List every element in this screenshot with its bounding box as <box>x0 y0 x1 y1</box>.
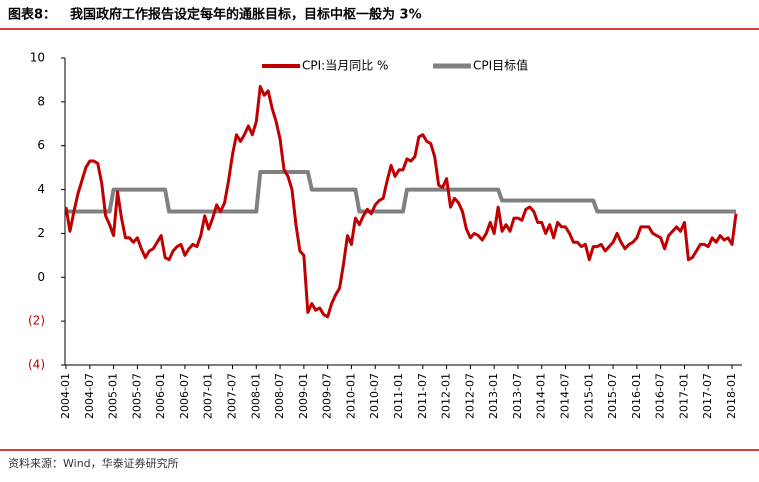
x-tick-label: 2006-07 <box>178 373 191 419</box>
x-tick-label: 2016-01 <box>630 373 643 419</box>
x-tick-label: 2007-01 <box>202 373 215 419</box>
x-tick-label: 2012-07 <box>463 373 476 419</box>
x-tick-label: 2006-01 <box>154 373 167 419</box>
y-tick-label: 2 <box>37 226 45 240</box>
x-tick-label: 2005-01 <box>107 373 120 419</box>
x-tick-label: 2004-07 <box>83 373 96 419</box>
x-tick-label: 2011-01 <box>392 373 405 419</box>
x-tick-label: 2017-01 <box>677 373 690 419</box>
x-tick-label: 2008-01 <box>249 373 262 419</box>
x-tick-label: 2008-07 <box>273 373 286 419</box>
source-note: 资料来源：Wind，华泰证券研究所 <box>8 456 179 470</box>
x-tick-label: 2009-07 <box>321 373 334 419</box>
x-tick-label: 2015-01 <box>582 373 595 419</box>
x-tick-label: 2014-07 <box>559 373 572 419</box>
x-tick-label: 2015-07 <box>606 373 619 419</box>
y-tick-label: 6 <box>37 138 45 152</box>
legend-label: CPI:当月同比 % <box>302 59 388 73</box>
x-tick-label: 2004-01 <box>59 373 72 419</box>
chart-title: 我国政府工作报告设定每年的通胀目标，目标中枢一般为 3% <box>70 7 422 23</box>
x-tick-label: 2009-01 <box>297 373 310 419</box>
x-tick-label: 2013-07 <box>511 373 524 419</box>
series-line <box>66 170 736 214</box>
x-tick-label: 2016-07 <box>654 373 667 419</box>
x-tick-label: 2018-01 <box>725 373 738 419</box>
y-tick-label: 8 <box>37 94 45 108</box>
x-tick-label: 2017-07 <box>701 373 714 419</box>
legend-label: CPI目标值 <box>473 58 528 73</box>
x-tick-label: 2012-01 <box>440 373 453 419</box>
y-tick-label: (2) <box>28 314 45 328</box>
x-tick-label: 2005-07 <box>130 373 143 419</box>
x-tick-label: 2010-07 <box>368 373 381 419</box>
y-tick-label: 10 <box>30 51 45 65</box>
y-tick-label: 0 <box>37 270 45 284</box>
x-tick-label: 2013-01 <box>487 373 500 419</box>
y-tick-label: 4 <box>37 182 45 196</box>
x-tick-label: 2011-07 <box>416 373 429 419</box>
y-tick-label: (4) <box>28 358 45 372</box>
x-tick-label: 2010-01 <box>344 373 357 419</box>
x-tick-label: 2014-01 <box>535 373 548 419</box>
chart-title-label: 图表8： <box>8 7 56 23</box>
series-line <box>64 85 738 319</box>
x-tick-label: 2007-07 <box>226 373 239 419</box>
